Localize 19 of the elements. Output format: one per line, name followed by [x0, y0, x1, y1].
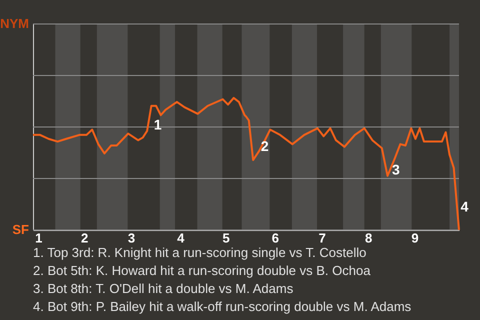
x-tick-label: 5	[222, 230, 230, 246]
x-tick-label: 9	[411, 230, 419, 246]
x-tick-label: 4	[177, 230, 186, 246]
annotation: 1	[154, 116, 162, 133]
x-tick-label: 3	[128, 230, 136, 246]
annotation: 4	[460, 198, 469, 215]
x-tick-label: 7	[318, 230, 326, 246]
text: 1. Top 3rd: R. Knight hit a run-scoring single vs T. Costello	[33, 244, 368, 262]
x-tick-label: 2	[81, 230, 88, 246]
text: 4. Bot 9th: P. Bailey hit a walk-off run-scoring double vs M. Adams	[33, 298, 412, 316]
annotation: 2	[260, 138, 269, 154]
text: 3. Bot 8th: T. O'Dell hit a double vs M. Adams	[33, 280, 294, 298]
x-tick-label: 6	[272, 230, 279, 246]
ref-line-label: SF	[12, 222, 30, 237]
x-tick-label: 8	[365, 230, 372, 246]
text: 2. Bot 5th: K. Howard hit a run-scoring double vs B. Ochoa	[33, 262, 372, 280]
x-tick-label: 1	[35, 230, 42, 246]
ref-line-label: NYM	[0, 16, 29, 31]
annotation: 3	[392, 162, 400, 178]
